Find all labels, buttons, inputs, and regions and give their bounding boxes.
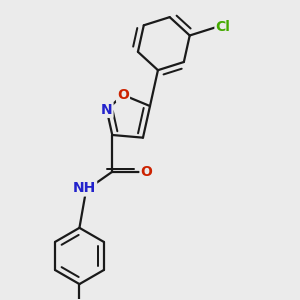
Text: O: O	[117, 88, 129, 102]
Text: N: N	[101, 103, 112, 117]
Text: Cl: Cl	[215, 20, 230, 34]
Text: NH: NH	[73, 182, 96, 196]
Text: O: O	[140, 165, 152, 179]
